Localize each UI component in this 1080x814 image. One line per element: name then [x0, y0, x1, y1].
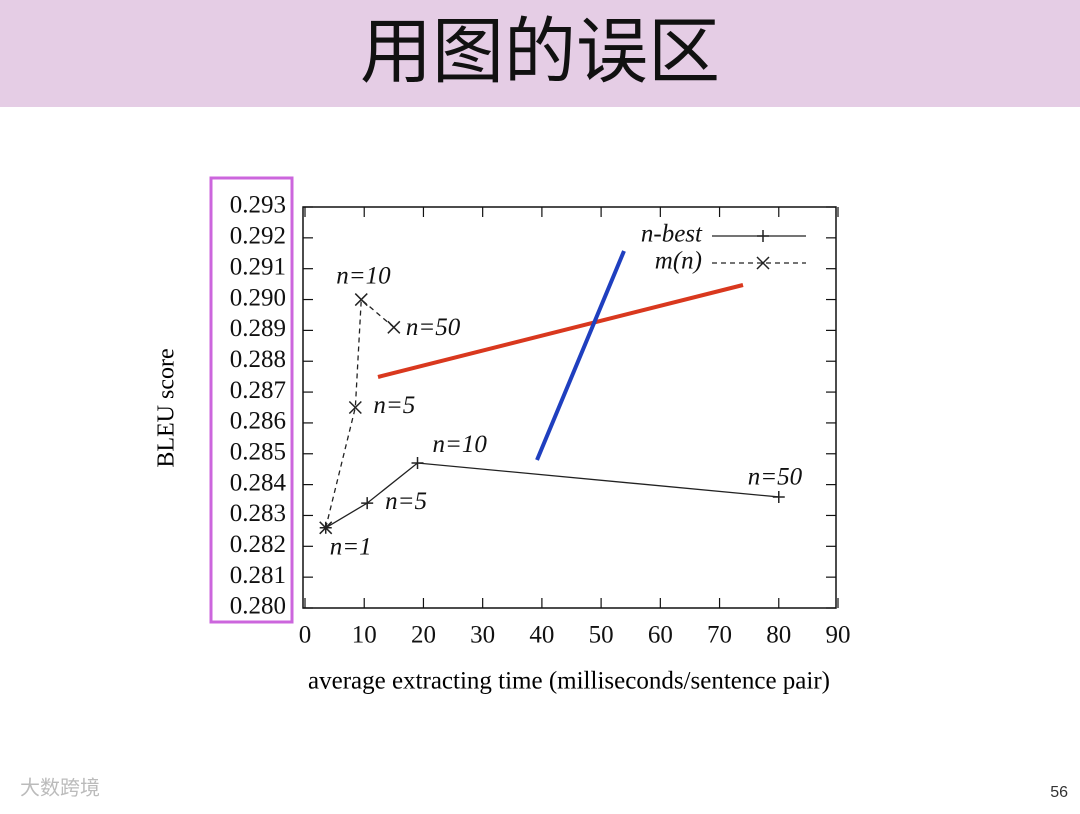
point-label: n=5	[385, 488, 427, 515]
x-tick-label: 60	[648, 622, 673, 649]
overlay-blue-line	[535, 250, 626, 461]
y-tick-label: 0.282	[230, 531, 286, 558]
point-marker	[772, 490, 785, 503]
y-tick-label: 0.288	[230, 346, 286, 373]
point-marker	[319, 521, 333, 535]
point-label: n=10	[433, 431, 488, 458]
point-marker	[361, 497, 374, 510]
x-tick-label: 10	[352, 622, 377, 649]
y-tick-label: 0.284	[230, 469, 287, 496]
header-band	[0, 0, 1080, 107]
x-tick-label: 50	[589, 622, 614, 649]
point-label: n=1	[330, 534, 372, 561]
point-label: n=10	[336, 262, 391, 289]
x-axis-label: average extracting time (milliseconds/se…	[308, 668, 830, 695]
point-marker	[348, 400, 362, 415]
y-tick-label: 0.292	[230, 223, 286, 250]
y-axis-label: BLEU score	[154, 348, 180, 467]
series-line	[325, 298, 395, 528]
page-number: 56	[1050, 784, 1068, 801]
y-tick-label: 0.286	[230, 408, 286, 435]
y-tick-label: 0.289	[230, 315, 286, 342]
highlight-box	[209, 176, 294, 624]
x-tick-label: 80	[766, 622, 791, 649]
y-tick-label: 0.287	[230, 377, 286, 404]
y-tick-label: 0.285	[230, 439, 286, 466]
legend-marker	[756, 256, 770, 270]
legend-label: m(n)	[655, 248, 702, 275]
slide-title: 用图的误区	[360, 10, 720, 94]
overlay-red-line	[377, 283, 744, 379]
series-line	[325, 462, 779, 529]
y-tick-label: 0.283	[230, 500, 286, 527]
x-tick-label: 90	[826, 622, 851, 649]
x-tick-label: 70	[707, 622, 732, 649]
x-tick-label: 30	[470, 622, 495, 649]
point-label: n=50	[406, 314, 461, 341]
point-label: n=50	[748, 464, 803, 491]
point-label: n=5	[373, 392, 415, 419]
y-tick-label: 0.290	[230, 284, 286, 311]
y-tick-label: 0.281	[230, 562, 286, 589]
watermark: 大数跨境	[20, 776, 100, 800]
y-tick-label: 0.280	[230, 593, 286, 620]
point-marker	[411, 457, 424, 470]
legend-label: n-best	[641, 221, 703, 248]
x-tick-label: 20	[411, 622, 436, 649]
point-marker	[354, 293, 368, 307]
x-tick-label: 0	[299, 622, 312, 649]
y-tick-label: 0.291	[230, 253, 286, 280]
legend-marker	[757, 230, 769, 242]
point-marker	[387, 320, 401, 334]
y-tick-label: 0.293	[230, 192, 286, 219]
plot-frame	[302, 206, 837, 609]
x-tick-label: 40	[529, 622, 554, 649]
